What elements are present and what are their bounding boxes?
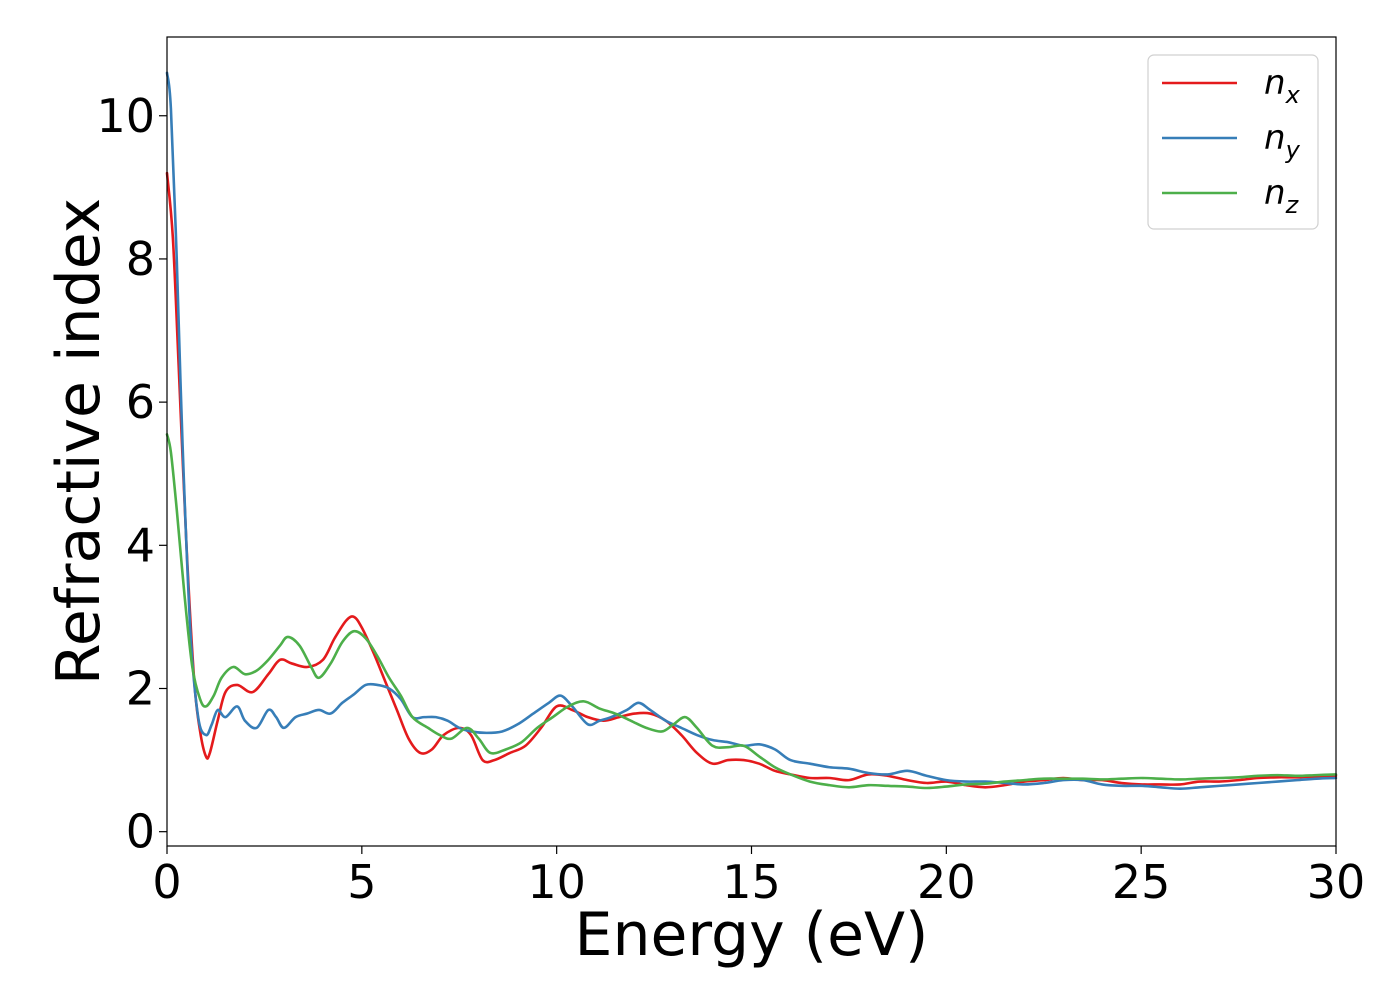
x-tick-label: 20 bbox=[917, 855, 976, 909]
x-tick-label: 25 bbox=[1112, 855, 1171, 909]
y-axis-title: Refractive index bbox=[44, 198, 114, 685]
legend-label-subscript: z bbox=[1285, 191, 1300, 219]
legend-label: ny bbox=[1264, 118, 1301, 164]
series-line-n-x bbox=[165, 171, 1338, 789]
y-tick-label: 2 bbox=[126, 661, 155, 715]
x-tick-label: 0 bbox=[152, 855, 181, 909]
axes-frame bbox=[166, 36, 1337, 847]
y-tick-label: 6 bbox=[126, 375, 155, 429]
x-tick-label: 30 bbox=[1307, 855, 1366, 909]
x-axis-ticks: 0 5 10 15 20 25 30 bbox=[152, 846, 1365, 909]
series-line-n-z bbox=[165, 433, 1338, 790]
y-tick-label: 8 bbox=[126, 232, 155, 286]
legend-item-n-x: nx bbox=[1162, 63, 1301, 109]
legend-label: nz bbox=[1264, 173, 1300, 219]
legend-label-subscript: y bbox=[1285, 136, 1301, 164]
x-axis-title: Energy (eV) bbox=[575, 900, 929, 970]
x-tick-label: 5 bbox=[347, 855, 376, 909]
x-tick-label: 15 bbox=[722, 855, 781, 909]
y-tick-label: 0 bbox=[126, 805, 155, 859]
legend-box bbox=[1147, 54, 1319, 230]
legend-label-base: n bbox=[1264, 173, 1286, 213]
y-tick-label: 10 bbox=[96, 89, 155, 143]
legend-item-n-y: ny bbox=[1162, 118, 1301, 164]
legend-label-base: n bbox=[1264, 63, 1286, 103]
y-tick-label: 4 bbox=[126, 518, 155, 572]
y-axis-ticks: 0 2 4 6 8 10 bbox=[96, 89, 167, 859]
x-tick-label: 10 bbox=[527, 855, 586, 909]
plot-area bbox=[165, 71, 1338, 791]
legend-label-base: n bbox=[1264, 118, 1286, 158]
legend-item-n-z: nz bbox=[1162, 173, 1300, 219]
legend-label-subscript: x bbox=[1285, 81, 1301, 109]
legend-label: nx bbox=[1264, 63, 1301, 109]
